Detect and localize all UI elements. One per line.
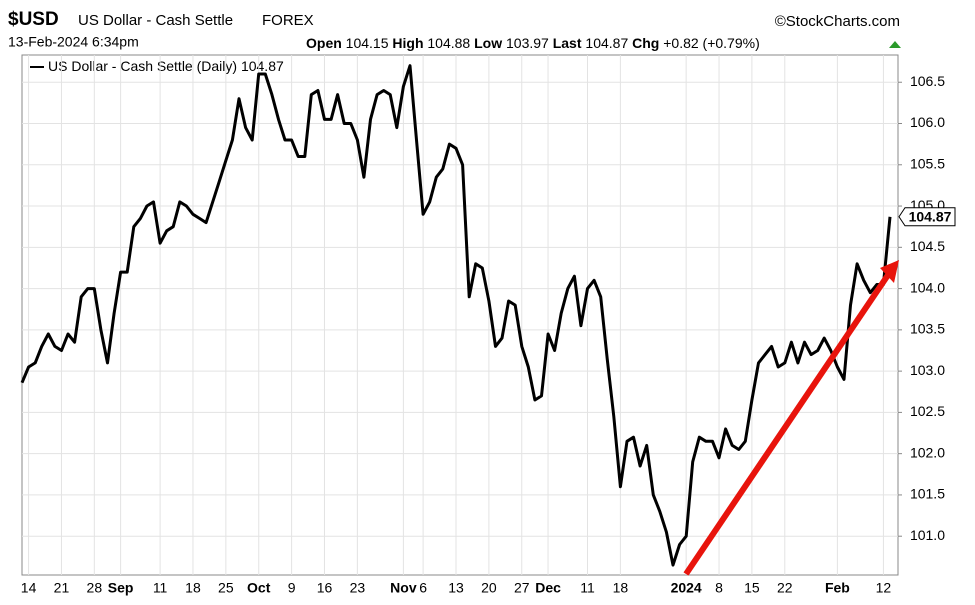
x-tick-label: 8 — [715, 580, 723, 596]
x-tick-label: 6 — [419, 580, 427, 596]
x-tick-label: 28 — [87, 580, 103, 596]
last-value-label: 104.87 — [909, 208, 952, 224]
x-tick-label: 2024 — [671, 580, 702, 596]
quote-value: 104.88 — [427, 35, 470, 51]
symbol: $USD — [8, 9, 59, 30]
quote-label: Low — [474, 35, 502, 51]
x-tick-label: 12 — [876, 580, 892, 596]
x-tick-label: 25 — [218, 580, 234, 596]
x-tick-label: 21 — [54, 580, 70, 596]
exchange: FOREX — [262, 12, 314, 29]
x-tick-label: Nov — [390, 580, 417, 596]
x-tick-label: 13 — [448, 580, 464, 596]
change-label: Chg — [632, 35, 659, 51]
timestamp: 13-Feb-2024 6:34pm — [8, 34, 139, 50]
plot-frame — [21, 54, 899, 576]
x-tick-label: Dec — [535, 580, 561, 596]
x-tick-label: 9 — [288, 580, 296, 596]
quote-text: Open 104.15 High 104.88 Low 103.97 Last … — [306, 35, 760, 51]
x-tick-label: 16 — [317, 580, 333, 596]
x-tick-label: 18 — [613, 580, 629, 596]
y-tick-label: 103.0 — [910, 362, 945, 378]
x-tick-label: 22 — [777, 580, 793, 596]
trend-arrow — [683, 270, 893, 576]
change-up-arrow — [889, 41, 901, 48]
y-tick-label: 105.5 — [910, 155, 945, 171]
x-tick-label: 14 — [21, 580, 37, 596]
x-tick-label: 11 — [580, 580, 595, 596]
price-line — [20, 64, 892, 567]
x-tick-label: 20 — [481, 580, 497, 596]
quote-label: High — [392, 35, 423, 51]
quote: Open 104.15 High 104.88 Low 103.97 Last … — [306, 35, 901, 51]
chart-title: US Dollar - Cash Settle — [78, 12, 233, 29]
x-tick-label: 15 — [744, 580, 760, 596]
y-tick-label: 103.5 — [910, 321, 945, 337]
last-value-tag — [898, 207, 956, 227]
x-tick-label: Oct — [247, 580, 271, 596]
y-tick-label: 102.5 — [910, 403, 945, 419]
x-tick-label: 23 — [350, 580, 366, 596]
y-tick-label: 102.0 — [910, 444, 945, 460]
legend-value: 104.87 — [241, 58, 284, 74]
y-tick-label: 104.5 — [910, 238, 945, 254]
x-tick-label: 27 — [514, 580, 530, 596]
source: ©StockCharts.com — [775, 13, 900, 30]
x-tick-label: 18 — [185, 580, 201, 596]
marks — [20, 64, 892, 567]
change-value: +0.82 (+0.79%) — [663, 35, 760, 51]
quote-value: 104.87 — [585, 35, 628, 51]
arrow-head — [880, 260, 899, 283]
y-tick-label: 106.0 — [910, 114, 945, 130]
quote-label: Last — [553, 35, 582, 51]
y-tick-label: 106.5 — [910, 73, 945, 89]
legend-label: US Dollar - Cash Settle (Daily) — [48, 58, 237, 74]
quote-value: 104.15 — [346, 35, 389, 51]
legend: US Dollar - Cash Settle (Daily) 104.87 — [48, 58, 284, 74]
y-tick-label: 101.0 — [910, 527, 945, 543]
y-tick-label: 101.5 — [910, 486, 945, 502]
x-tick-label: Feb — [825, 580, 850, 596]
y-tick-label: 104.0 — [910, 279, 945, 295]
quote-label: Open — [306, 35, 342, 51]
quote-value: 103.97 — [506, 35, 549, 51]
x-tick-label: 11 — [153, 580, 168, 596]
grid — [22, 55, 902, 575]
x-tick-label: Sep — [108, 580, 134, 596]
